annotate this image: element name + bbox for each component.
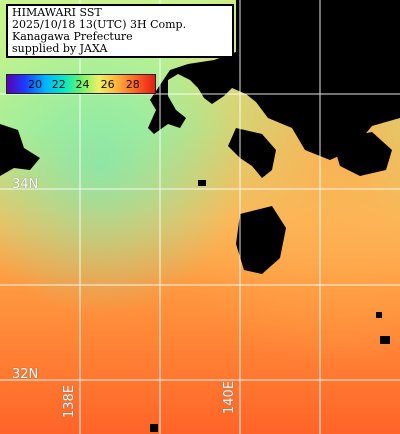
land-mass — [148, 0, 400, 160]
masked-patch-south — [236, 206, 286, 274]
title-box: HIMAWARI SST 2025/10/18 13(UTC) 3H Comp.… — [6, 4, 234, 58]
lat-label-32n: 32N — [12, 367, 39, 382]
island — [198, 180, 206, 186]
title-line-4: supplied by JAXA — [12, 42, 108, 55]
lon-label-138e: 138E — [62, 384, 77, 418]
island — [150, 424, 158, 432]
title-line-3: Kanagawa Prefecture — [12, 30, 133, 43]
colorbar-tick: 24 — [75, 78, 90, 91]
lat-label-34n: 34N — [12, 177, 39, 192]
island — [380, 336, 390, 344]
title-line-2: 2025/10/18 13(UTC) 3H Comp. — [12, 18, 187, 31]
masked-patch-east — [332, 132, 392, 176]
lon-label-140e: 140E — [222, 380, 237, 414]
island — [376, 312, 382, 318]
land-west — [0, 124, 40, 176]
colorbar-tick: 28 — [125, 78, 140, 91]
colorbar-tick: 26 — [100, 78, 115, 91]
title-line-1: HIMAWARI SST — [12, 6, 102, 19]
colorbar-tick: 22 — [51, 78, 66, 91]
sst-colorbar: 20 22 24 26 28 — [6, 74, 156, 94]
colorbar-tick: 20 — [28, 78, 43, 91]
